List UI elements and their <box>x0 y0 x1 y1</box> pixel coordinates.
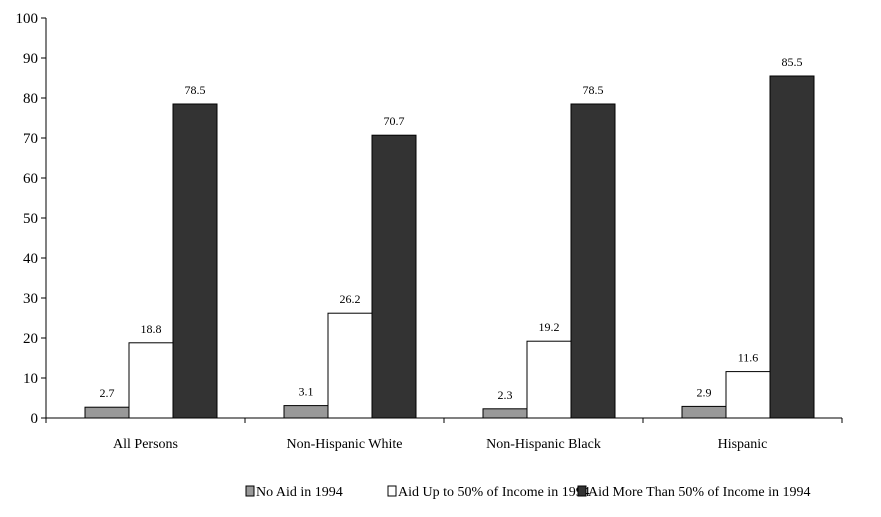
y-tick-label: 0 <box>31 411 39 427</box>
legend-swatch <box>245 485 255 497</box>
bar-aid-more-than-50 <box>371 134 417 419</box>
data-label: 85.5 <box>782 55 803 69</box>
y-tick-label: 70 <box>23 131 38 147</box>
bar-no-aid <box>283 405 329 419</box>
bar-aid-more-than-50 <box>570 103 616 419</box>
bar-no-aid <box>681 405 727 419</box>
y-tick-label: 90 <box>23 51 38 67</box>
y-tick-label: 60 <box>23 171 38 187</box>
legend-label: No Aid in 1994 <box>256 485 343 500</box>
y-tick-label: 30 <box>23 291 38 307</box>
x-category-label: All Persons <box>113 437 178 452</box>
legend-label: Aid Up to 50% of Income in 1994 <box>398 485 590 500</box>
data-label: 2.3 <box>498 388 513 402</box>
bar-aid-more-than-50 <box>172 103 218 419</box>
data-label: 26.2 <box>340 292 361 306</box>
y-tick-label: 20 <box>23 331 38 347</box>
bar-aid-up-to-50 <box>725 371 771 419</box>
data-label: 11.6 <box>738 351 759 365</box>
data-label: 19.2 <box>539 320 560 334</box>
bar-aid-up-to-50 <box>327 312 373 419</box>
x-category-label: Non-Hispanic White <box>287 437 403 452</box>
legend-label: Aid More Than 50% of Income in 1994 <box>588 485 811 500</box>
y-tick-label: 40 <box>23 251 38 267</box>
data-label: 78.5 <box>583 83 604 97</box>
data-label: 70.7 <box>384 114 405 128</box>
bar-no-aid <box>482 408 528 419</box>
y-tick-label: 10 <box>23 371 38 387</box>
bar-no-aid <box>84 406 130 419</box>
legend-swatch <box>387 485 397 497</box>
bar-aid-more-than-50 <box>769 75 815 419</box>
bar-aid-up-to-50 <box>128 342 174 419</box>
bar-aid-up-to-50 <box>526 340 572 419</box>
data-label: 78.5 <box>185 83 206 97</box>
data-label: 18.8 <box>141 322 162 336</box>
data-label: 3.1 <box>299 385 314 399</box>
y-tick-label: 80 <box>23 91 38 107</box>
y-tick-label: 100 <box>16 11 39 27</box>
x-category-label: Non-Hispanic Black <box>486 437 601 452</box>
data-label: 2.7 <box>100 386 115 400</box>
data-label: 2.9 <box>697 385 712 399</box>
x-category-label: Hispanic <box>718 437 768 452</box>
legend-swatch <box>577 485 587 497</box>
y-tick-label: 50 <box>23 211 38 227</box>
